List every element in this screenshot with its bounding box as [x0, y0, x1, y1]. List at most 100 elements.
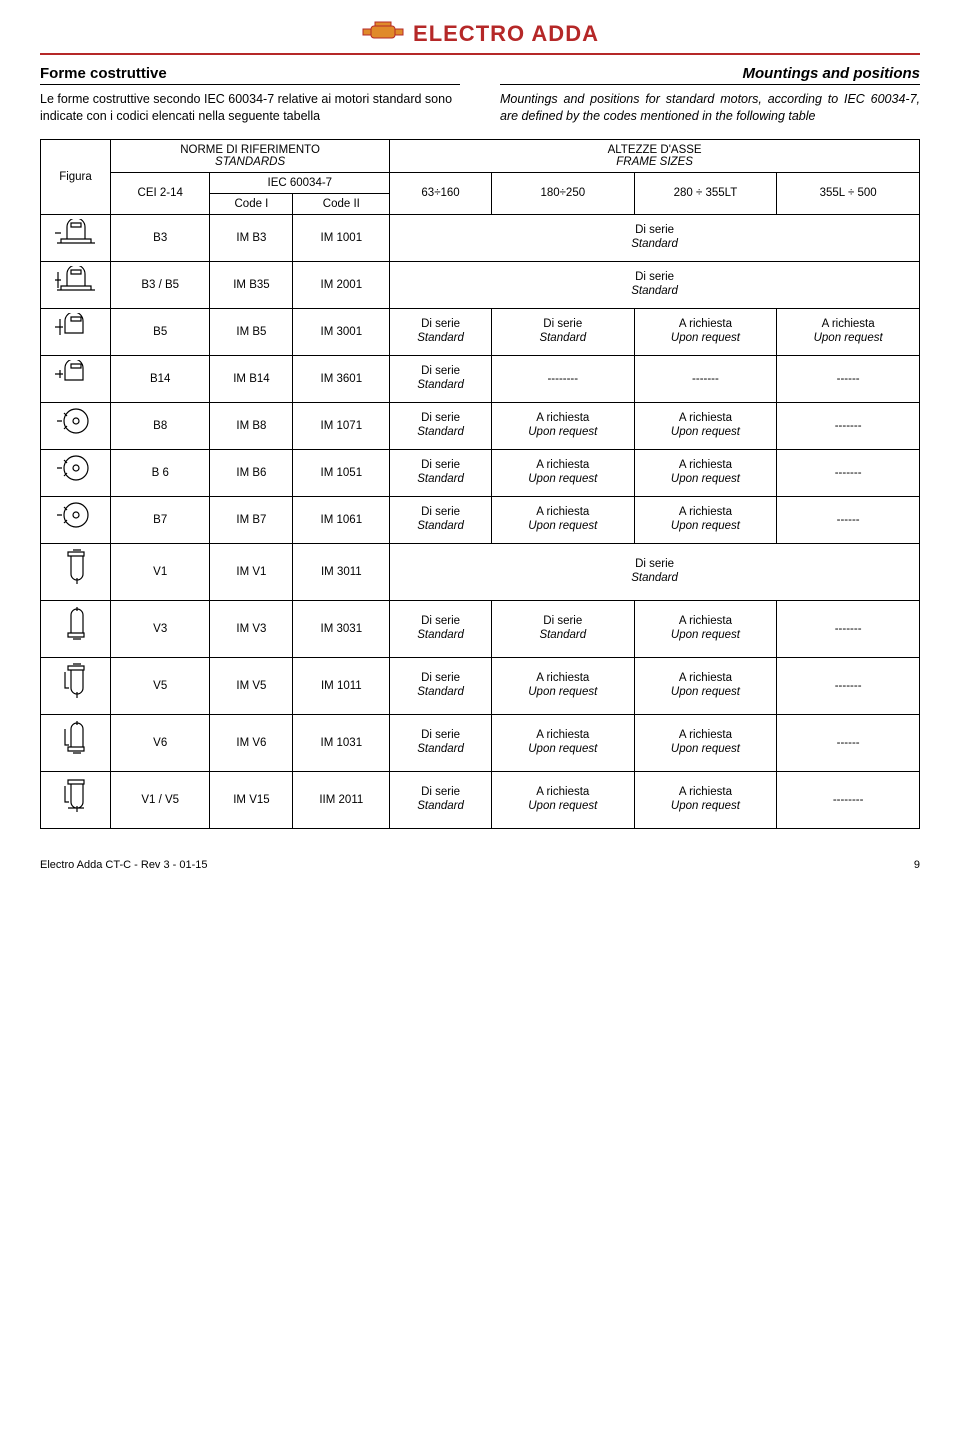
- code1-cell: IM B5: [210, 308, 293, 355]
- data-cell: Di serieStandard: [390, 771, 492, 828]
- hdr-iec: IEC 60034-7: [210, 172, 390, 193]
- data-cell: Di serieStandard: [390, 543, 920, 600]
- hdr-c1: 63÷160: [390, 172, 492, 214]
- data-cell: Di serieStandard: [390, 214, 920, 261]
- code1-cell: IM V5: [210, 657, 293, 714]
- data-cell: A richiestaUpon request: [491, 402, 634, 449]
- data-cell: -------: [777, 402, 920, 449]
- data-cell: Di serieStandard: [491, 600, 634, 657]
- intro-columns: Forme costruttive Le forme costruttive s…: [40, 65, 920, 125]
- req-cell: A richiestaUpon request: [639, 506, 773, 534]
- data-cell: Di serieStandard: [390, 449, 492, 496]
- table-row: V1IM V1IM 3011Di serieStandard: [41, 543, 920, 600]
- data-cell: A richiestaUpon request: [634, 657, 777, 714]
- data-cell: A richiestaUpon request: [634, 714, 777, 771]
- data-cell: A richiestaUpon request: [634, 449, 777, 496]
- std-cell: Di serieStandard: [394, 558, 915, 586]
- std-cell: Di serieStandard: [394, 271, 915, 299]
- figure-icon: [41, 449, 111, 496]
- data-cell: A richiestaUpon request: [491, 714, 634, 771]
- data-cell: Di serieStandard: [390, 261, 920, 308]
- hdr-c4: 355L ÷ 500: [777, 172, 920, 214]
- cei-cell: V1 / V5: [111, 771, 210, 828]
- figure-icon: [41, 402, 111, 449]
- figure-icon: [41, 214, 111, 261]
- data-cell: -------: [777, 600, 920, 657]
- logo-text: ELECTRO ADDA: [413, 21, 599, 47]
- req-cell: A richiestaUpon request: [639, 786, 773, 814]
- cei-cell: B5: [111, 308, 210, 355]
- figure-icon: [41, 355, 111, 402]
- figure-icon: [41, 308, 111, 355]
- data-cell: ------: [777, 714, 920, 771]
- motor-logo-icon: [361, 20, 405, 47]
- cei-cell: B8: [111, 402, 210, 449]
- figure-icon: [41, 543, 111, 600]
- table-row: B3IM B3IM 1001Di serieStandard: [41, 214, 920, 261]
- figure-icon: [41, 714, 111, 771]
- figure-icon: [41, 496, 111, 543]
- code2-cell: IM 1001: [293, 214, 390, 261]
- table-row: B5IM B5IM 3001Di serieStandardDi serieSt…: [41, 308, 920, 355]
- data-cell: Di serieStandard: [390, 308, 492, 355]
- code1-cell: IM B14: [210, 355, 293, 402]
- code1-cell: IM V15: [210, 771, 293, 828]
- code2-cell: IM 3601: [293, 355, 390, 402]
- divider: [40, 53, 920, 55]
- std-cell: Di serieStandard: [394, 412, 487, 440]
- right-para: Mountings and positions for standard mot…: [500, 91, 920, 125]
- req-cell: A richiestaUpon request: [639, 615, 773, 643]
- req-cell: A richiestaUpon request: [496, 729, 630, 757]
- table-body: B3IM B3IM 1001Di serieStandardB3 / B5IM …: [41, 214, 920, 828]
- code2-cell: IM 1011: [293, 657, 390, 714]
- hdr-cei: CEI 2-14: [111, 172, 210, 214]
- data-cell: A richiestaUpon request: [634, 308, 777, 355]
- mountings-table: Figura NORME DI RIFERIMENTO STANDARDS AL…: [40, 139, 920, 829]
- data-cell: Di serieStandard: [491, 308, 634, 355]
- left-title: Forme costruttive: [40, 65, 460, 85]
- intro-right: Mountings and positions Mountings and po…: [500, 65, 920, 125]
- std-cell: Di serieStandard: [394, 786, 487, 814]
- std-cell: Di serieStandard: [394, 224, 915, 252]
- code1-cell: IM V1: [210, 543, 293, 600]
- req-cell: A richiestaUpon request: [496, 412, 630, 440]
- hdr-norme-txt: NORME DI RIFERIMENTO: [180, 144, 320, 156]
- code1-cell: IM V6: [210, 714, 293, 771]
- table-row: V6IM V6IM 1031Di serieStandardA richiest…: [41, 714, 920, 771]
- std-cell: Di serieStandard: [496, 318, 630, 346]
- std-cell: Di serieStandard: [496, 615, 630, 643]
- data-cell: A richiestaUpon request: [491, 496, 634, 543]
- data-cell: A richiestaUpon request: [491, 449, 634, 496]
- data-cell: Di serieStandard: [390, 657, 492, 714]
- data-cell: A richiestaUpon request: [634, 496, 777, 543]
- req-cell: A richiestaUpon request: [639, 729, 773, 757]
- intro-left: Forme costruttive Le forme costruttive s…: [40, 65, 460, 125]
- code2-cell: IIM 2011: [293, 771, 390, 828]
- hdr-norme: NORME DI RIFERIMENTO STANDARDS: [111, 139, 390, 172]
- hdr-frame: FRAME SIZES: [616, 156, 693, 168]
- data-cell: ------: [777, 496, 920, 543]
- hdr-altezze: ALTEZZE D'ASSE FRAME SIZES: [390, 139, 920, 172]
- data-cell: A richiestaUpon request: [491, 657, 634, 714]
- data-cell: Di serieStandard: [390, 402, 492, 449]
- req-cell: A richiestaUpon request: [496, 459, 630, 487]
- data-cell: Di serieStandard: [390, 355, 492, 402]
- req-cell: A richiestaUpon request: [639, 672, 773, 700]
- cei-cell: V6: [111, 714, 210, 771]
- figure-icon: [41, 261, 111, 308]
- cei-cell: B3 / B5: [111, 261, 210, 308]
- cei-cell: V5: [111, 657, 210, 714]
- logo-row: ELECTRO ADDA: [40, 20, 920, 47]
- code1-cell: IM V3: [210, 600, 293, 657]
- data-cell: A richiestaUpon request: [491, 771, 634, 828]
- code2-cell: IM 1061: [293, 496, 390, 543]
- code2-cell: IM 3031: [293, 600, 390, 657]
- data-cell: ------: [777, 355, 920, 402]
- data-cell: A richiestaUpon request: [634, 771, 777, 828]
- std-cell: Di serieStandard: [394, 672, 487, 700]
- data-cell: Di serieStandard: [390, 600, 492, 657]
- data-cell: Di serieStandard: [390, 714, 492, 771]
- data-cell: --------: [777, 771, 920, 828]
- code1-cell: IM B7: [210, 496, 293, 543]
- data-cell: -------: [777, 657, 920, 714]
